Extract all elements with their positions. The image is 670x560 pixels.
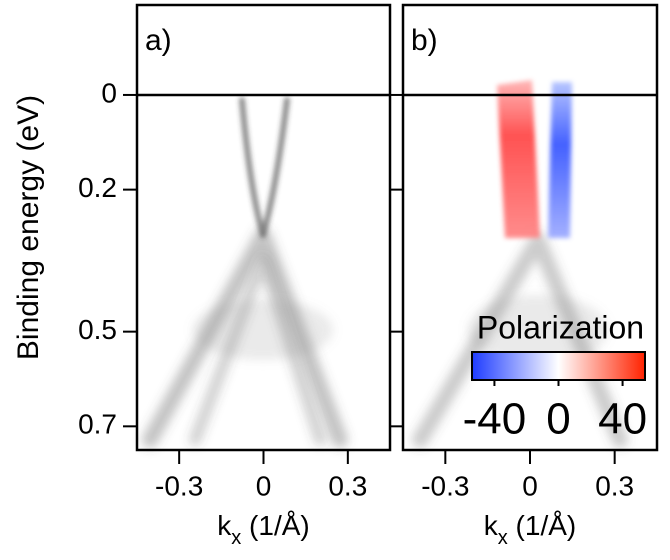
colorbar-tick-label: -40	[463, 395, 527, 444]
y-tick-label: 0.5	[78, 314, 117, 345]
spectrum-a	[142, 97, 348, 448]
x-axis-label: kx (1/Å)	[484, 510, 576, 549]
y-axis-label: Binding energy (eV)	[12, 95, 45, 360]
x-axis-label-part: (1/Å)	[241, 510, 309, 541]
y-tick-label: 0.2	[78, 172, 117, 203]
y-tick-label: 0.7	[78, 409, 117, 440]
x-axis-label-part: x	[231, 527, 241, 549]
panel-label: a)	[145, 24, 172, 57]
x-tick-label: 0	[522, 470, 538, 501]
colorbar-tick-label: 0	[546, 395, 570, 444]
y-tick-label: 0	[101, 77, 117, 108]
x-tick-label: 0.3	[595, 470, 634, 501]
colorbar	[471, 351, 646, 381]
colorbar-tick-label: 40	[598, 395, 647, 444]
x-tick-label: -0.3	[155, 470, 203, 501]
colorbar-label: Polarization	[477, 309, 644, 345]
polarization-positive	[497, 80, 540, 238]
x-axis-label-part: (1/Å)	[508, 510, 576, 541]
x-axis-label-part: k	[484, 510, 499, 541]
panel-label: b)	[411, 24, 438, 57]
x-axis-label-part: k	[217, 510, 232, 541]
polarization-negative	[548, 82, 572, 238]
x-tick-label: 0.3	[328, 470, 367, 501]
x-axis-label: kx (1/Å)	[217, 510, 309, 549]
x-tick-label: -0.3	[421, 470, 469, 501]
x-tick-label: 0	[256, 470, 272, 501]
x-axis-label-part: x	[498, 527, 508, 549]
spectrum-b	[412, 80, 628, 448]
